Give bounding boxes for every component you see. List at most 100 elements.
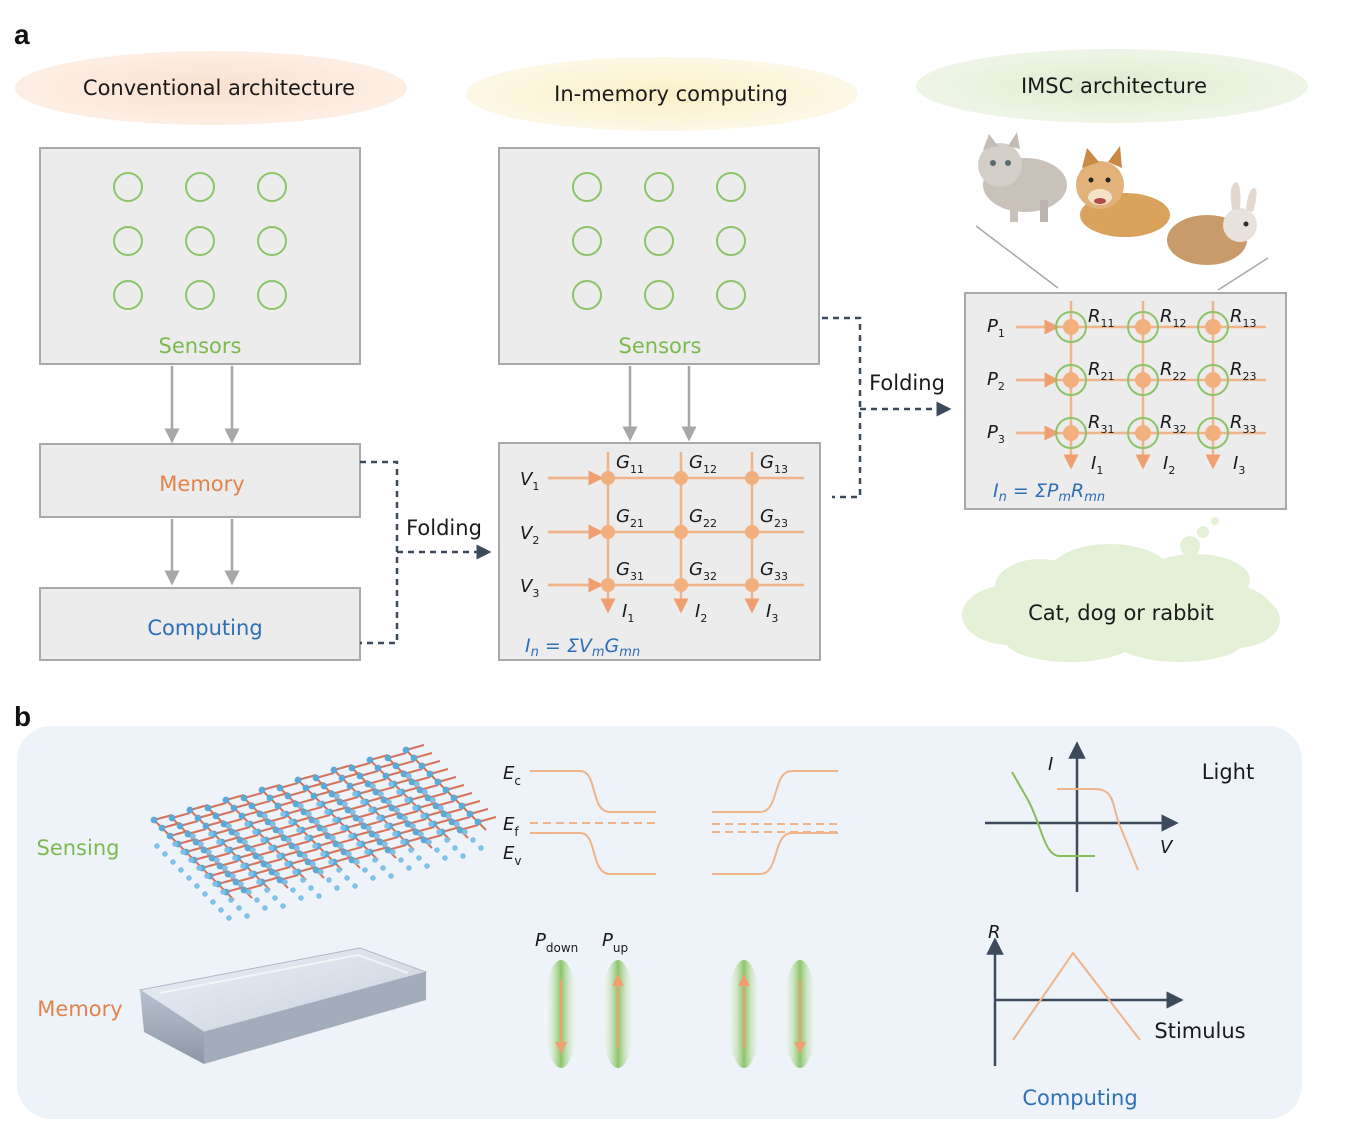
lattice-atom <box>456 826 464 834</box>
sensor-pixel <box>644 226 674 256</box>
sensor-ring <box>1055 364 1087 396</box>
lattice-atom <box>334 885 340 891</box>
lattice-atom <box>268 845 274 851</box>
resistance-node <box>1135 425 1151 441</box>
lattice-atom <box>282 879 288 885</box>
lattice-atom <box>328 859 334 865</box>
sensor-to-crossbar-arrows <box>622 366 697 442</box>
lattice-atom <box>352 814 360 822</box>
lattice-atom <box>280 811 286 817</box>
lattice-atom <box>208 831 214 837</box>
conventional-computing-box: Computing <box>39 587 361 661</box>
rs-x-label: Stimulus <box>1154 1019 1245 1043</box>
lattice-atom <box>422 789 428 795</box>
current-label: I1 <box>622 601 634 625</box>
sensor-array <box>113 172 287 310</box>
lattice-atom <box>224 847 230 853</box>
resistance-label: R23 <box>1230 359 1257 383</box>
lattice-atom <box>226 823 232 829</box>
lattice-atom <box>296 850 304 858</box>
sensor-ring <box>1197 417 1229 449</box>
sensor-pixel <box>572 280 602 310</box>
lattice-atom <box>348 764 356 772</box>
dog-image <box>1076 146 1170 237</box>
iv-light-label: Light <box>1202 760 1254 784</box>
lattice-atom <box>302 853 308 859</box>
conductance-node <box>601 471 615 485</box>
resistance-node <box>1205 425 1221 441</box>
lattice-atom <box>224 870 232 878</box>
resistance-node <box>1135 372 1151 388</box>
resistance-label: R11 <box>1088 306 1115 330</box>
memory-to-computing-arrows <box>164 519 240 586</box>
lattice-atom <box>236 836 244 844</box>
lattice-atom <box>262 813 268 819</box>
p-up-label: Pup <box>602 930 628 955</box>
lattice-atom <box>242 839 248 845</box>
iv-dark-curve <box>1011 771 1095 857</box>
lattice-atom <box>440 810 448 818</box>
lattice-atom <box>392 762 400 770</box>
lattice-atom <box>192 838 200 846</box>
lattice-atom <box>338 774 346 782</box>
lattice-atom <box>226 915 232 921</box>
lattice-atom <box>314 819 320 825</box>
lattice-atom <box>418 762 426 770</box>
folding-label-1: Folding <box>406 516 482 540</box>
current-label: I2 <box>695 601 707 625</box>
imsc-header-text: IMSC architecture <box>1021 74 1207 98</box>
lattice-atom <box>304 858 312 866</box>
lattice-atom <box>470 837 476 843</box>
lattice-atom <box>384 846 392 854</box>
lattice-atom <box>234 831 240 837</box>
resistance-label: R21 <box>1088 359 1115 383</box>
ef-label: Ef <box>503 814 519 839</box>
lattice-atom <box>272 826 280 834</box>
conventional-sensors-box: Sensors <box>39 147 361 365</box>
lattice-atom <box>166 832 174 840</box>
lattice-material-image <box>150 744 497 921</box>
lattice-atom <box>376 815 382 821</box>
lattice-atom <box>308 885 314 891</box>
lattice-atom <box>150 816 158 824</box>
lattice-atom <box>230 804 238 812</box>
lattice-atom <box>432 802 440 810</box>
folding-label-2: Folding <box>869 371 945 395</box>
sensor-pixel <box>716 172 746 202</box>
lattice-atom <box>450 794 458 802</box>
lattice-atom <box>374 764 382 772</box>
lattice-atom <box>244 844 252 852</box>
lattice-atom <box>266 863 272 869</box>
sensor-pixel <box>572 226 602 256</box>
lattice-atom <box>184 830 192 838</box>
lattice-atom <box>390 849 396 855</box>
panel-a-label: a <box>14 19 30 50</box>
lattice-atom <box>474 818 482 826</box>
voltage-label: V2 <box>520 523 539 547</box>
folding-connector-2: Folding <box>822 316 952 499</box>
sensor-pixel <box>113 226 143 256</box>
lattice-atom <box>194 883 200 889</box>
resistance-node <box>1135 319 1151 335</box>
sensor-to-memory-arrows <box>164 366 240 444</box>
sensor-pixel <box>257 280 287 310</box>
memory-slab-image <box>138 947 428 1064</box>
lattice-atom <box>460 853 466 859</box>
lattice-atom <box>334 793 340 799</box>
lattice-atom <box>320 782 328 790</box>
lattice-atom <box>442 855 448 861</box>
lattice-atom <box>244 913 250 919</box>
animal-images <box>975 132 1269 291</box>
sensor-pixel <box>572 172 602 202</box>
resistance-node <box>1063 372 1079 388</box>
resistance-stimulus-plot: R Stimulus <box>986 922 1246 1066</box>
memory-label: Memory <box>37 997 122 1021</box>
lattice-atom <box>352 883 358 889</box>
resistance-label: R13 <box>1230 306 1257 330</box>
resistance-node <box>1205 319 1221 335</box>
lattice-atom <box>240 886 248 894</box>
lattice-atom <box>158 824 166 832</box>
lattice-atom <box>232 855 238 861</box>
lattice-atom <box>366 756 374 764</box>
lattice-atom <box>458 802 466 810</box>
